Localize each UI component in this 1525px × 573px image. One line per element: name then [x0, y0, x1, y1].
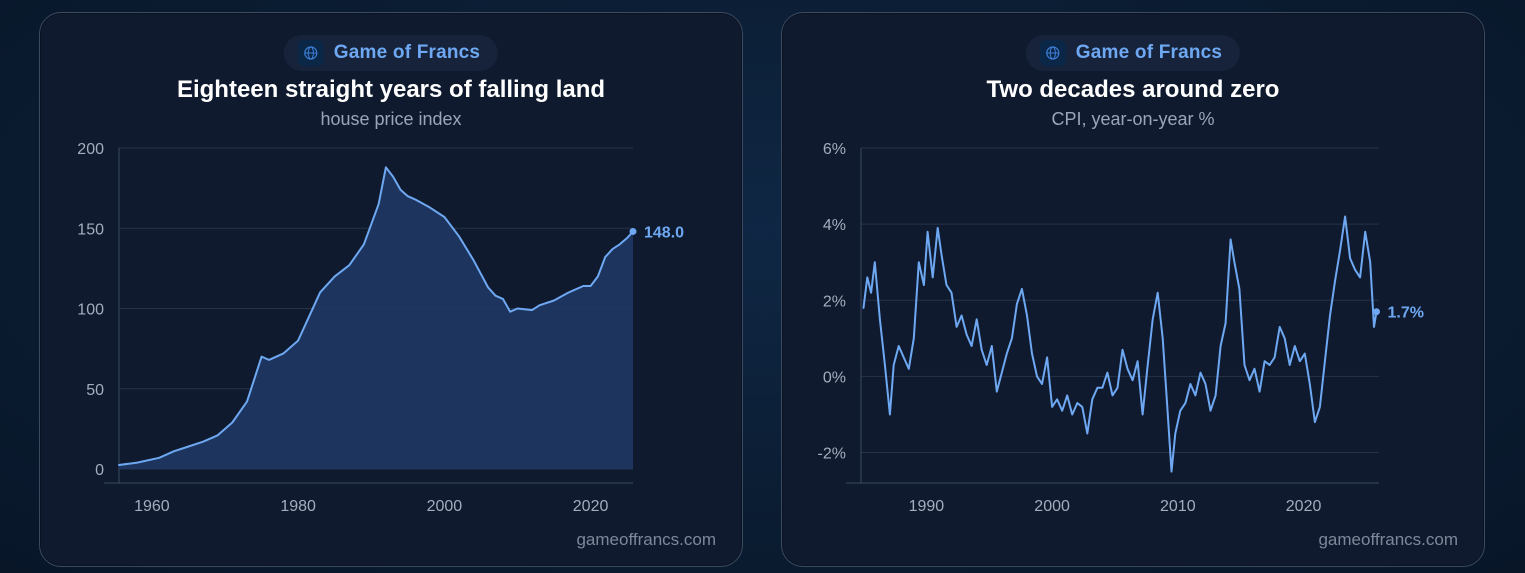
series-area	[119, 167, 633, 470]
x-tick-label: 1990	[909, 498, 945, 515]
y-tick-label: 0%	[823, 369, 846, 386]
x-tick-label: 1980	[280, 498, 316, 515]
x-tick-label: 1960	[134, 498, 170, 515]
chart-card-house-price: Game of Francs Eighteen straight years o…	[39, 12, 743, 567]
series-line	[862, 215, 1378, 473]
x-tick-label: 2000	[1034, 498, 1070, 515]
chart-subtitle: house price index	[320, 109, 462, 129]
globe-icon	[297, 40, 324, 66]
watermark: gameoffrancs.com	[576, 530, 716, 549]
chart-subtitle: CPI, year-on-year %	[1051, 109, 1215, 129]
brand-badge[interactable]: Game of Francs	[283, 35, 499, 71]
end-value-label: 1.7%	[1387, 305, 1423, 322]
end-point	[629, 227, 637, 235]
end-value-label: 148.0	[644, 224, 684, 241]
y-tick-label: 6%	[823, 141, 846, 158]
chart-title: Eighteen straight years of falling land	[176, 76, 606, 103]
y-tick-label: 50	[86, 382, 104, 399]
brand-name: Game of Francs	[1075, 42, 1223, 63]
y-tick-label: 150	[77, 221, 104, 238]
x-tick-label: 2020	[1286, 498, 1322, 515]
y-tick-label: 100	[77, 302, 104, 319]
brand-name: Game of Francs	[333, 42, 481, 63]
x-tick-label: 2020	[573, 498, 609, 515]
y-tick-label: 4%	[823, 217, 846, 234]
y-tick-label: -2%	[818, 446, 846, 463]
y-tick-label: 0	[95, 462, 104, 479]
y-tick-label: 200	[77, 141, 104, 158]
watermark: gameoffrancs.com	[1318, 530, 1458, 549]
chart-card-cpi: Game of Francs Two decades around zero C…	[781, 12, 1485, 567]
chart-title: Two decades around zero	[986, 76, 1280, 103]
x-tick-label: 2000	[427, 498, 463, 515]
globe-icon	[1039, 40, 1066, 66]
brand-badge[interactable]: Game of Francs	[1025, 35, 1241, 71]
series-line	[118, 166, 634, 466]
house-price-chart: 0 50 100 150 200 1960 1980 2000 2020 148.0	[77, 141, 684, 515]
y-tick-label: 2%	[823, 293, 846, 310]
end-point	[1372, 308, 1380, 316]
cpi-chart: -2% 0% 2% 4% 6% 1990 2000 2010 2020 1.7%	[818, 141, 1424, 515]
x-tick-label: 2010	[1160, 498, 1196, 515]
